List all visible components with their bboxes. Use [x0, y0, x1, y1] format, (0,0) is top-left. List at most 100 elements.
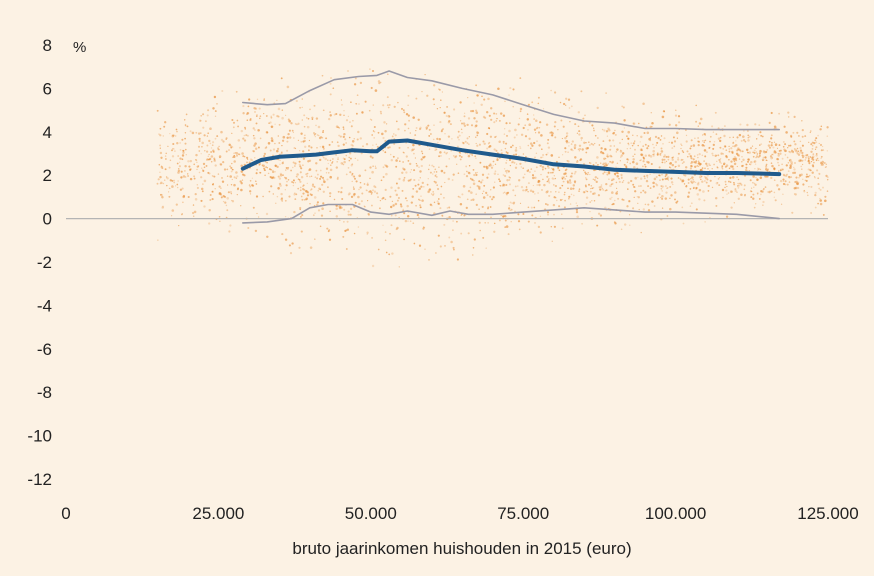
scatter-point [756, 169, 759, 171]
scatter-point [661, 190, 663, 192]
scatter-point [489, 163, 492, 167]
scatter-point [721, 168, 724, 170]
scatter-point [367, 213, 371, 216]
scatter-point [448, 206, 451, 209]
scatter-point [696, 182, 700, 186]
scatter-point [563, 206, 566, 209]
scatter-point [452, 154, 455, 157]
scatter-point [431, 204, 433, 207]
scatter-point [397, 196, 400, 200]
scatter-point [508, 94, 510, 96]
y-tick-label: 4 [43, 123, 52, 142]
scatter-point [812, 153, 815, 155]
scatter-point [488, 127, 491, 130]
scatter-point [627, 142, 630, 145]
scatter-point [389, 232, 391, 235]
scatter-point [221, 176, 223, 179]
scatter-point [553, 175, 555, 177]
scatter-point [498, 178, 501, 181]
scatter-point [206, 114, 209, 117]
scatter-point [199, 119, 202, 122]
scatter-point [649, 155, 653, 158]
scatter-point [268, 122, 270, 124]
scatter-point [610, 155, 613, 158]
scatter-point [483, 184, 486, 187]
scatter-point [307, 149, 310, 152]
scatter-point [572, 184, 576, 187]
scatter-point [573, 143, 577, 147]
scatter-point [730, 206, 733, 209]
scatter-point [156, 109, 159, 112]
scatter-point [378, 82, 381, 85]
scatter-point [357, 195, 360, 199]
scatter-point [438, 155, 441, 158]
scatter-point [647, 161, 650, 164]
scatter-point [637, 196, 640, 199]
scatter-point [614, 173, 617, 175]
scatter-point [207, 155, 210, 157]
scatter-point [352, 186, 355, 188]
scatter-point [670, 181, 674, 184]
scatter-point [214, 137, 217, 140]
scatter-point [309, 193, 312, 195]
scatter-point [694, 137, 696, 140]
scatter-point [448, 142, 450, 144]
scatter-point [622, 106, 625, 109]
scatter-point [177, 155, 180, 157]
scatter-point [508, 176, 510, 178]
scatter-point [434, 175, 437, 177]
scatter-point [787, 162, 790, 164]
scatter-point [169, 179, 172, 182]
scatter-point [663, 155, 665, 158]
scatter-point [504, 215, 507, 218]
scatter-point [810, 143, 813, 146]
scatter-point [541, 156, 544, 158]
scatter-point [485, 247, 487, 249]
scatter-point [622, 180, 625, 182]
scatter-point [253, 107, 256, 109]
scatter-point [519, 145, 521, 148]
scatter-point [254, 229, 258, 233]
scatter-point [366, 183, 369, 186]
scatter-point [525, 186, 528, 188]
scatter-point [335, 125, 339, 128]
scatter-point [408, 119, 411, 122]
scatter-point [395, 228, 398, 231]
scatter-point [695, 208, 698, 211]
scatter-point [371, 170, 374, 174]
scatter-point [328, 238, 332, 241]
scatter-point [387, 146, 390, 149]
scatter-point [808, 174, 811, 177]
scatter-point [363, 205, 365, 207]
scatter-point [627, 137, 630, 140]
scatter-point [726, 193, 728, 195]
scatter-point [452, 220, 454, 222]
scatter-point [270, 115, 273, 118]
scatter-point [478, 93, 480, 95]
scatter-point [826, 178, 829, 181]
scatter-point [755, 155, 759, 158]
scatter-point [281, 116, 284, 120]
scatter-point [300, 132, 303, 135]
scatter-point [398, 177, 401, 181]
scatter-point [762, 159, 764, 162]
scatter-point [754, 163, 757, 165]
scatter-point [512, 201, 516, 204]
scatter-point [529, 189, 533, 192]
scatter-point [169, 132, 171, 135]
scatter-point [401, 171, 404, 174]
scatter-point [737, 148, 740, 151]
scatter-point [606, 153, 609, 156]
scatter-point [187, 195, 190, 199]
scatter-point [487, 97, 490, 101]
scatter-point [698, 188, 702, 192]
scatter-point [293, 210, 296, 214]
scatter-point [802, 156, 804, 159]
scatter-point [273, 176, 276, 180]
scatter-point [807, 156, 810, 158]
scatter-point [251, 177, 254, 179]
scatter-point [813, 161, 815, 164]
scatter-point [166, 177, 169, 180]
scatter-point [684, 166, 688, 169]
scatter-point [692, 187, 695, 190]
